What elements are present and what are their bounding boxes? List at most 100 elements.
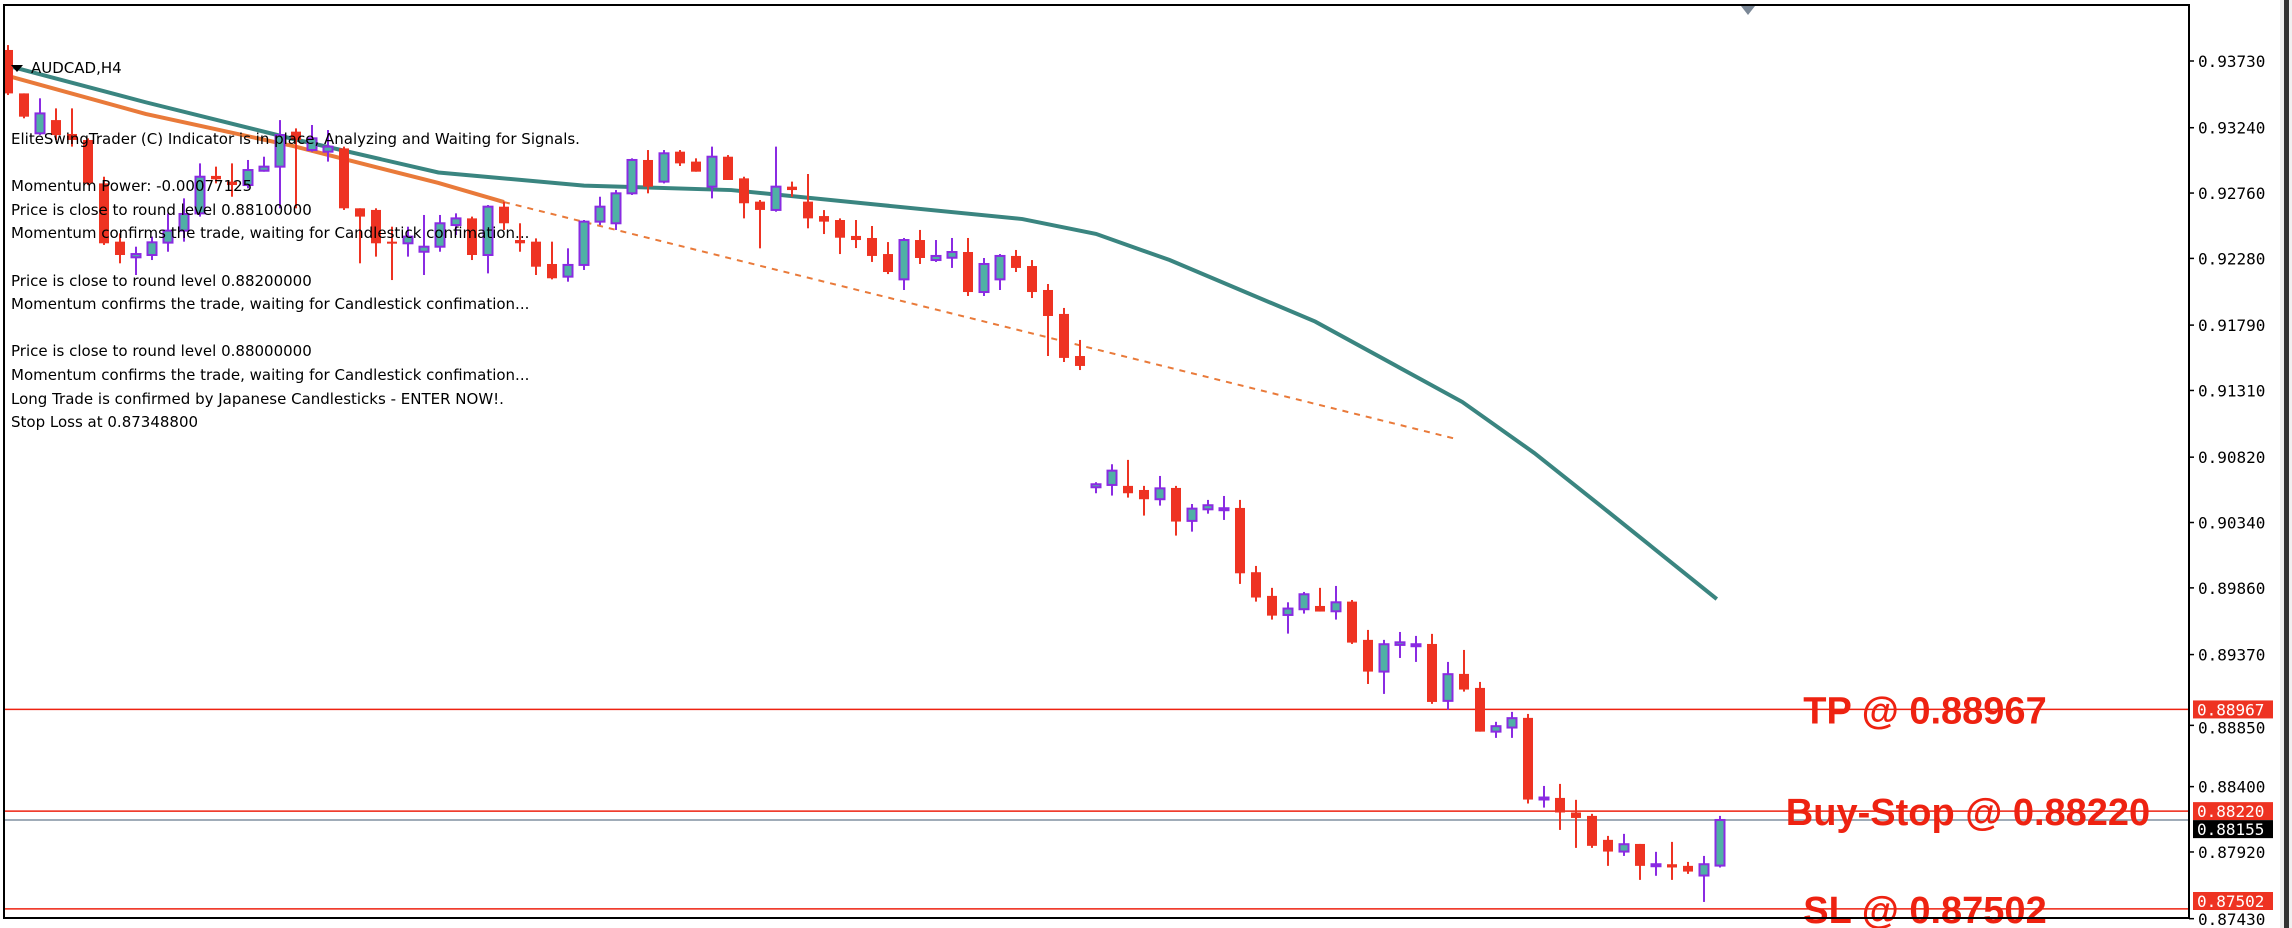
candle-body (515, 240, 525, 244)
bear-candle (531, 238, 541, 276)
candle-body (450, 217, 462, 227)
tp-level-text: TP @ 0.88967 (1803, 690, 2046, 732)
bear-candle (1235, 499, 1245, 584)
candle-body (1347, 601, 1357, 643)
bear-candle (819, 210, 829, 235)
bear-candle (1123, 459, 1133, 498)
candle-body (130, 253, 142, 259)
bull-candle (1154, 475, 1166, 506)
bull-candle (178, 198, 190, 242)
candle-body (34, 112, 46, 135)
candle-body (578, 220, 590, 266)
candle-body (19, 93, 29, 117)
bull-candle (258, 156, 270, 172)
candle-body (1571, 812, 1581, 818)
bear-candle (1267, 587, 1277, 620)
dropdown-triangle-icon[interactable] (11, 65, 23, 73)
candle-body (1123, 485, 1133, 494)
candle-body (1218, 507, 1230, 512)
bear-candle (803, 173, 813, 229)
candle-body (258, 165, 270, 172)
candle-body (594, 205, 606, 223)
candle-body (1315, 605, 1325, 612)
candle-body (867, 237, 877, 256)
bear-candle (1171, 485, 1181, 536)
candle-body (547, 263, 557, 279)
bear-candle (1683, 861, 1693, 874)
candle-body (1442, 673, 1454, 702)
bear-candle (211, 166, 221, 184)
bear-candle (963, 237, 973, 296)
bull-candle (898, 237, 910, 290)
bear-candle (675, 150, 685, 166)
bear-candle (355, 208, 365, 264)
bear-candle (3, 45, 13, 96)
candle-body (434, 222, 446, 248)
candle-body (1459, 673, 1469, 690)
candle-body (1235, 507, 1245, 574)
bid-axis-badge (2193, 820, 2273, 839)
price-tick-label: 0.91790 (2198, 316, 2265, 335)
bear-candle (115, 233, 125, 264)
candle-body (835, 220, 845, 238)
candle-body (67, 133, 77, 140)
bear-candle (1363, 629, 1373, 684)
sl-axis-label: 0.87502 (2197, 892, 2264, 911)
candle-body (1106, 469, 1118, 486)
bear-candle (1587, 813, 1597, 848)
indicator-message-line: Price is close to round level 0.88000000 (11, 342, 312, 361)
bull-candle (402, 226, 414, 257)
symbol-timeframe-label: AUDCAD,H4 (31, 59, 122, 78)
bear-candle (99, 176, 109, 245)
bear-candle (1043, 283, 1053, 357)
indicator-message-line: Momentum confirms the trade, waiting for… (11, 365, 530, 384)
tp-axis-badge (2193, 700, 2273, 719)
indicator-message-line: Price is close to round level 0.88100000 (11, 200, 312, 219)
indicator-message-line: Momentum Power: -0.00077125 (11, 177, 253, 196)
sl-axis-badge (2193, 892, 2273, 910)
candle-body (1363, 639, 1373, 672)
candle-body (1410, 643, 1422, 648)
indicator-message-line: Stop Loss at 0.87348800 (11, 413, 199, 432)
candle-body (755, 201, 765, 210)
bear-candle (499, 201, 509, 230)
bear-candle (1251, 565, 1261, 602)
candle-body (1714, 818, 1726, 867)
candle-body (339, 148, 349, 209)
bear-candle (67, 108, 77, 147)
bull-candle (1490, 721, 1502, 738)
bull-candle (1090, 482, 1102, 494)
bull-candle (658, 150, 670, 184)
bear-candle (547, 241, 557, 280)
bear-candle (1635, 843, 1645, 880)
bull-candle (418, 214, 430, 276)
candle-body (467, 218, 477, 255)
bear-candle (291, 128, 301, 209)
bull-candle (626, 158, 638, 195)
bid-axis-label: 0.88155 (2197, 820, 2264, 839)
candle-body (418, 245, 430, 253)
candle-body (1427, 643, 1437, 702)
chart-shift-marker-icon[interactable] (1741, 6, 1755, 15)
bear-candle (1667, 841, 1677, 880)
candle-body (242, 169, 254, 187)
bear-candle (1427, 633, 1437, 704)
indicator-message-line (11, 246, 580, 270)
candle-body (1330, 601, 1342, 613)
bull-candle (1410, 635, 1422, 662)
price-tick-label: 0.92280 (2198, 249, 2265, 268)
candle-body (1139, 489, 1149, 500)
candle-body (898, 239, 910, 281)
bear-candle (515, 223, 525, 252)
candle-body (1635, 843, 1645, 866)
indicator-message-line (11, 317, 580, 341)
bear-candle (739, 176, 749, 219)
candle-body (115, 241, 125, 255)
candle-body (643, 159, 653, 187)
price-tick-label: 0.89860 (2198, 579, 2265, 598)
candle-body (3, 49, 13, 94)
bull-candle (194, 163, 206, 217)
bull-candle (450, 213, 462, 235)
candle-body (306, 137, 318, 152)
